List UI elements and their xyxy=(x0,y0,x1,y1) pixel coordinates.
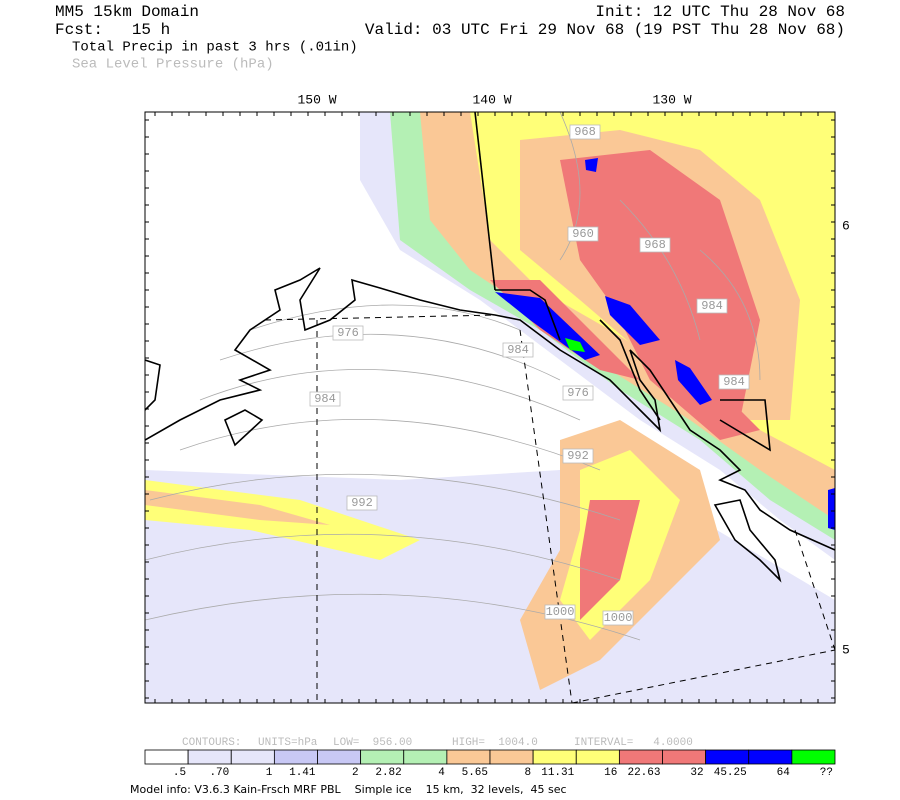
contour-label: 960 xyxy=(572,227,594,241)
longitude-label: 140 W xyxy=(472,92,511,107)
colorbar-swatch xyxy=(618,749,663,765)
field-title: Sea Level Pressure (hPa) xyxy=(72,57,274,73)
contour-label-box xyxy=(567,226,599,242)
colorbar-swatch xyxy=(575,749,620,765)
contour-label-box xyxy=(718,374,750,390)
map-frame xyxy=(144,111,836,704)
contour-info: CONTOURS: xyxy=(182,737,241,749)
contour-label: 984 xyxy=(507,343,529,357)
colorbar-label: 1 xyxy=(266,767,273,779)
contour-info: LOW= 956.00 xyxy=(333,737,412,749)
colorbar-label: 2.82 xyxy=(375,767,401,779)
colorbar-label: 5.65 xyxy=(462,767,488,779)
colorbar-label: 22.63 xyxy=(627,767,660,779)
contour-label: 976 xyxy=(567,386,589,400)
colorbar-label: 11.31 xyxy=(541,767,574,779)
colorbar-swatch xyxy=(403,749,448,765)
contour-label-box xyxy=(602,610,634,626)
latitude-label: 6 xyxy=(842,218,850,233)
contour-label-box xyxy=(639,237,671,253)
colorbar-swatch xyxy=(791,749,836,765)
colorbar-label: 64 xyxy=(777,767,791,779)
colorbar-label: 2 xyxy=(352,767,359,779)
contour-label: 1000 xyxy=(546,605,575,619)
colorbar-swatch xyxy=(360,749,405,765)
colorbar-swatch xyxy=(489,749,534,765)
colorbar-label: 1.41 xyxy=(289,767,316,779)
precip-field xyxy=(145,112,835,703)
colorbar-swatch xyxy=(662,749,707,765)
contour-info: HIGH= 1004.0 xyxy=(452,737,538,749)
contour-label-box xyxy=(332,325,364,341)
contour-label-box xyxy=(309,391,341,407)
contour-label-box xyxy=(346,495,378,511)
colorbar-swatch xyxy=(144,749,189,765)
contour-info: UNITS=hPa xyxy=(258,737,318,749)
colorbar-swatch xyxy=(230,749,275,765)
colorbar-label: 8 xyxy=(525,767,532,779)
field-title: Total Precip in past 3 hrs (.01in) xyxy=(72,40,358,56)
colorbar: .5 .70 1 1.41 2 2.82 4 5.65 8 11.31 16 22.63 32 45.25… xyxy=(144,749,836,779)
colorbar-label: 45.25 xyxy=(714,767,747,779)
colorbar-label: ?? xyxy=(820,767,833,779)
contour-label: 992 xyxy=(351,496,373,510)
domain-title: MM5 15km Domain xyxy=(55,3,199,21)
colorbar-swatch xyxy=(705,749,750,765)
colorbar-swatch xyxy=(446,749,491,765)
colorbar-swatch xyxy=(273,749,318,765)
contour-label: 1000 xyxy=(604,611,633,625)
colorbar-swatch xyxy=(317,749,362,765)
colorbar-label: .5 xyxy=(173,767,186,779)
colorbar-swatch xyxy=(532,749,577,765)
colorbar-swatch xyxy=(748,749,793,765)
contour-label: 984 xyxy=(723,375,745,389)
forecast-hour: Fcst: 15 h xyxy=(55,21,170,39)
longitude-label: 150 W xyxy=(297,92,336,107)
contour-info: INTERVAL= 4.0000 xyxy=(574,737,693,749)
colorbar-label: 16 xyxy=(604,767,617,779)
contour-label-box xyxy=(569,124,601,140)
contour-label: 984 xyxy=(701,299,723,313)
colorbar-label: .70 xyxy=(209,767,229,779)
longitude-label: 130 W xyxy=(652,92,691,107)
model-info: Model info: V3.6.3 Kain-Frsch MRF PBL Si… xyxy=(130,783,567,796)
colorbar-label: 32 xyxy=(690,767,703,779)
contour-label-box xyxy=(562,448,594,464)
contour-label-box xyxy=(502,342,534,358)
contour-label: 968 xyxy=(644,238,666,252)
latitude-label: 5 xyxy=(842,642,850,657)
contour-label: 976 xyxy=(337,326,359,340)
contour-label: 968 xyxy=(574,125,596,139)
contour-label-box xyxy=(562,385,594,401)
contour-label: 992 xyxy=(567,449,589,463)
colorbar-swatch xyxy=(187,749,232,765)
init-time: Init: 12 UTC Thu 28 Nov 68 xyxy=(595,3,845,21)
contour-label: 984 xyxy=(314,392,336,406)
valid-time: Valid: 03 UTC Fri 29 Nov 68 (19 PST Thu … xyxy=(365,21,845,39)
contour-label-box xyxy=(696,298,728,314)
contour-label-box xyxy=(544,604,576,620)
colorbar-label: 4 xyxy=(438,767,445,779)
map-panel xyxy=(144,111,836,704)
